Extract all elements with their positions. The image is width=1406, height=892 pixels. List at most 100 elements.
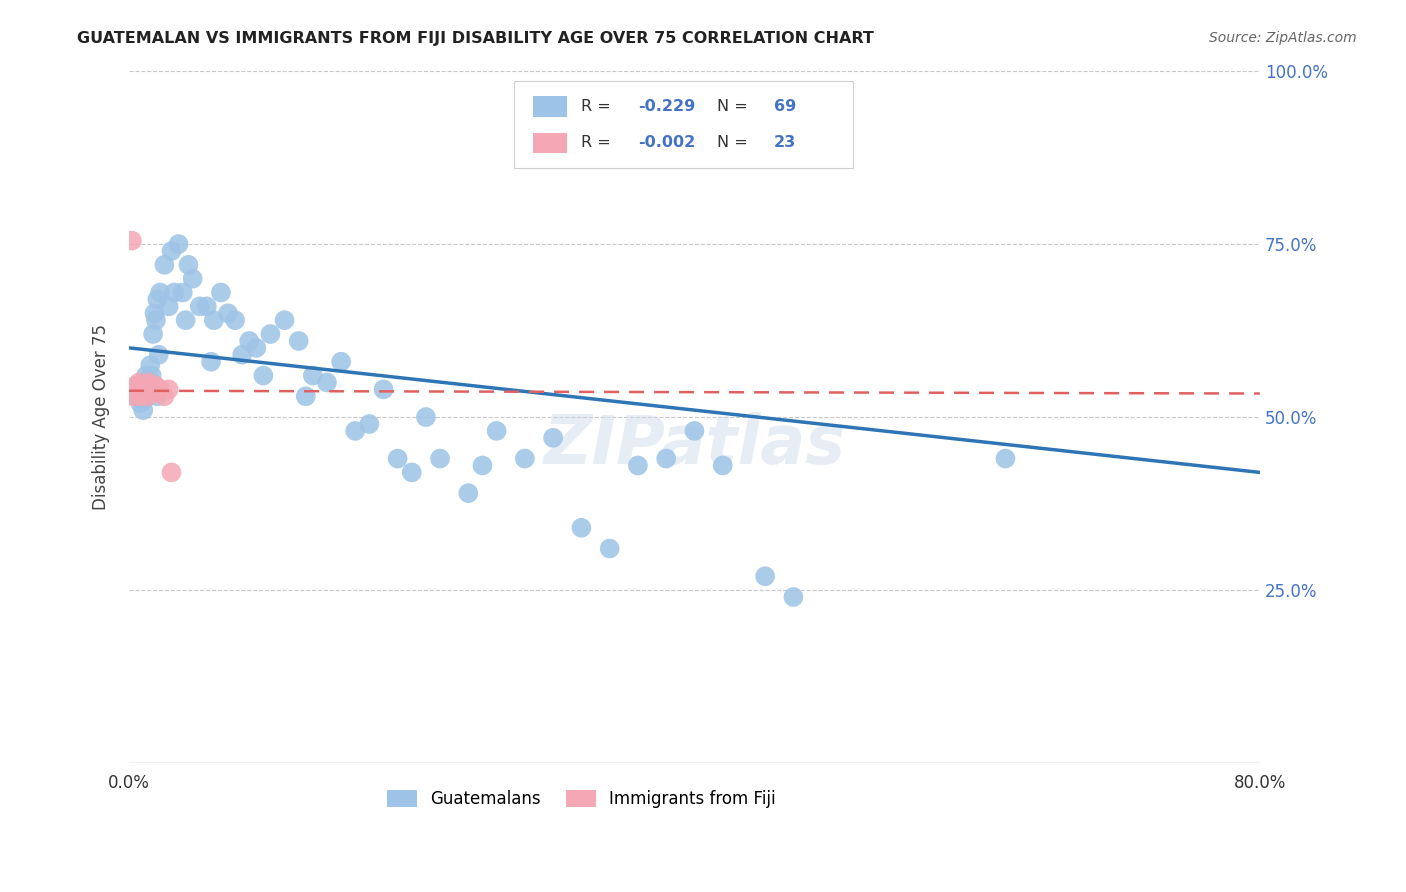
Point <box>571 521 593 535</box>
Point <box>135 385 157 400</box>
Point <box>157 299 180 313</box>
Point <box>259 326 281 341</box>
Point <box>145 379 167 393</box>
Point <box>142 385 165 400</box>
Point <box>294 389 316 403</box>
Point <box>188 299 211 313</box>
Point <box>138 372 160 386</box>
Point <box>136 389 159 403</box>
Point <box>129 396 152 410</box>
Y-axis label: Disability Age Over 75: Disability Age Over 75 <box>93 324 110 510</box>
Legend: Guatemalans, Immigrants from Fiji: Guatemalans, Immigrants from Fiji <box>380 783 783 815</box>
Point <box>238 334 260 348</box>
Text: R =: R = <box>582 99 616 114</box>
Point <box>655 451 678 466</box>
Point <box>401 466 423 480</box>
Point <box>200 354 222 368</box>
Point <box>273 313 295 327</box>
Point <box>131 379 153 393</box>
Point <box>994 451 1017 466</box>
Point <box>513 451 536 466</box>
Point <box>209 285 232 300</box>
Point <box>132 403 155 417</box>
Text: N =: N = <box>717 136 754 151</box>
Point <box>245 341 267 355</box>
Point <box>146 385 169 400</box>
Point <box>782 590 804 604</box>
Point <box>429 451 451 466</box>
Point <box>160 466 183 480</box>
Point <box>145 313 167 327</box>
Point <box>134 383 156 397</box>
Point <box>139 379 162 393</box>
FancyBboxPatch shape <box>533 96 567 117</box>
FancyBboxPatch shape <box>533 133 567 153</box>
Point <box>135 368 157 383</box>
Text: 23: 23 <box>773 136 796 151</box>
Point <box>131 385 153 400</box>
Point <box>148 348 170 362</box>
FancyBboxPatch shape <box>513 81 853 168</box>
Point <box>143 379 166 393</box>
Point <box>121 234 143 248</box>
Point <box>172 285 194 300</box>
Point <box>174 313 197 327</box>
Point <box>167 237 190 252</box>
Point <box>202 313 225 327</box>
Point <box>146 389 169 403</box>
Point <box>129 389 152 403</box>
Point <box>177 258 200 272</box>
Point <box>132 379 155 393</box>
Point <box>373 383 395 397</box>
Point <box>252 368 274 383</box>
Point <box>141 368 163 383</box>
Point <box>195 299 218 313</box>
Point <box>359 417 381 431</box>
Point <box>139 383 162 397</box>
Text: R =: R = <box>582 136 616 151</box>
Text: ZIPatlas: ZIPatlas <box>544 412 845 478</box>
Point <box>128 379 150 393</box>
Text: -0.002: -0.002 <box>638 136 695 151</box>
Point <box>415 410 437 425</box>
Point <box>387 451 409 466</box>
Point <box>599 541 621 556</box>
Point <box>125 383 148 397</box>
Text: 69: 69 <box>773 99 796 114</box>
Point <box>163 285 186 300</box>
Point <box>124 379 146 393</box>
Point <box>457 486 479 500</box>
Point <box>128 376 150 390</box>
Point <box>149 383 172 397</box>
Point <box>711 458 734 473</box>
Text: -0.229: -0.229 <box>638 99 695 114</box>
Point <box>181 271 204 285</box>
Point <box>127 385 149 400</box>
Point <box>485 424 508 438</box>
Point <box>316 376 339 390</box>
Point <box>139 358 162 372</box>
Point <box>224 313 246 327</box>
Point <box>231 348 253 362</box>
Point <box>683 424 706 438</box>
Text: N =: N = <box>717 99 754 114</box>
Text: Source: ZipAtlas.com: Source: ZipAtlas.com <box>1209 31 1357 45</box>
Point <box>330 354 353 368</box>
Point <box>160 244 183 258</box>
Point <box>138 376 160 390</box>
Point <box>135 383 157 397</box>
Point <box>217 306 239 320</box>
Point <box>132 376 155 390</box>
Point <box>146 293 169 307</box>
Point <box>153 389 176 403</box>
Point <box>141 383 163 397</box>
Point <box>143 306 166 320</box>
Point <box>153 258 176 272</box>
Point <box>301 368 323 383</box>
Point <box>627 458 650 473</box>
Point <box>157 383 180 397</box>
Point <box>122 389 145 403</box>
Point <box>125 389 148 403</box>
Point <box>287 334 309 348</box>
Point <box>149 285 172 300</box>
